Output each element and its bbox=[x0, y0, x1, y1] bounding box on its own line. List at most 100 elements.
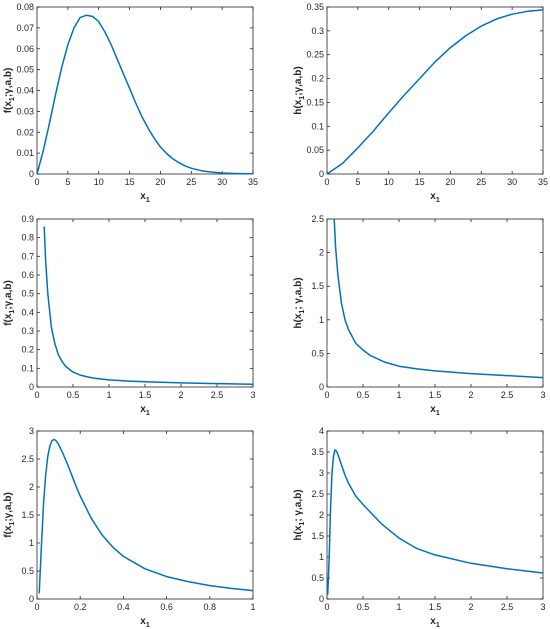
y-tick-label: 0 bbox=[29, 169, 34, 179]
y-tick-label: 0.5 bbox=[21, 289, 34, 299]
y-axis-label: h(x1;γ,a,b) bbox=[293, 66, 306, 114]
x-tick-label: 2 bbox=[468, 390, 473, 400]
x-tick-label: 0.5 bbox=[357, 390, 370, 400]
x-tick-label: 30 bbox=[217, 177, 227, 187]
x-axis-label-subscript: 1 bbox=[146, 197, 150, 204]
y-tick-label: 0.2 bbox=[21, 345, 34, 355]
x-tick-label: 0.5 bbox=[357, 602, 370, 612]
y-tick-label: 0.7 bbox=[21, 251, 34, 261]
y-tick-label: 2.5 bbox=[311, 489, 324, 499]
series-line-1 bbox=[326, 449, 544, 595]
x-tick-label: 5 bbox=[65, 177, 70, 187]
x-axis-label-main: x bbox=[430, 616, 436, 627]
y-tick-label: 0.07 bbox=[16, 23, 34, 33]
x-tick-label: 20 bbox=[155, 177, 165, 187]
x-tick-label: 3 bbox=[250, 390, 255, 400]
y-axis-label-main: h(x bbox=[293, 525, 304, 540]
y-axis-label-subscript: 1 bbox=[299, 310, 306, 314]
y-tick-label: 0.25 bbox=[306, 50, 324, 60]
x-tick-label: 10 bbox=[384, 177, 394, 187]
x-tick-label: 0 bbox=[34, 390, 39, 400]
x-axis-label: x1 bbox=[430, 616, 440, 629]
y-tick-label: 0.1 bbox=[311, 121, 324, 131]
y-tick-label: 0.04 bbox=[16, 86, 34, 96]
y-axis-label-main: f(x bbox=[3, 101, 14, 114]
y-tick-label: 0.9 bbox=[21, 214, 34, 224]
x-tick-label: 1 bbox=[396, 602, 401, 612]
y-tick-label: 1 bbox=[29, 538, 34, 548]
y-tick-label: 0.5 bbox=[311, 573, 324, 583]
x-tick-label: 35 bbox=[248, 177, 258, 187]
x-tick-label: 35 bbox=[538, 177, 548, 187]
plot-area bbox=[36, 6, 254, 175]
series-line-1 bbox=[333, 218, 544, 379]
y-tick-label: 0 bbox=[319, 169, 324, 179]
y-tick-label: 0.4 bbox=[21, 307, 34, 317]
y-tick-label: 1 bbox=[319, 552, 324, 562]
x-axis-label-main: x bbox=[140, 404, 146, 415]
y-tick-label: 3 bbox=[29, 426, 34, 436]
x-axis-label: x1 bbox=[140, 616, 150, 629]
x-axis-label-main: x bbox=[430, 191, 436, 202]
x-tick-label: 3 bbox=[540, 390, 545, 400]
y-tick-label: 0.03 bbox=[16, 106, 34, 116]
x-axis-label: x1 bbox=[140, 191, 150, 204]
y-tick-label: 2.5 bbox=[21, 454, 34, 464]
subplot-2: 0 5 10 15 20 25 30 35 0 0.05 0.1 0.15 0.2 0.25 0.3 0.35… bbox=[293, 2, 548, 204]
y-tick-label: 0.15 bbox=[306, 97, 324, 107]
y-tick-label: 0.6 bbox=[21, 270, 34, 280]
x-axis-label: x1 bbox=[430, 404, 440, 417]
y-tick-label: 0 bbox=[319, 594, 324, 604]
subplot-1: 0 5 10 15 20 25 30 35 0 0.01 0.02 0.03 0.04 0.05 0.06 0… bbox=[3, 2, 258, 204]
x-axis-label-main: x bbox=[140, 191, 146, 202]
x-tick-label: 0 bbox=[324, 390, 329, 400]
y-tick-label: 0.08 bbox=[16, 2, 34, 12]
y-tick-label: 2 bbox=[29, 482, 34, 492]
y-axis-label-subscript: 1 bbox=[299, 96, 306, 100]
y-axis-label-main: h(x bbox=[293, 99, 304, 114]
plot-area bbox=[36, 430, 254, 600]
y-tick-label: 0.01 bbox=[16, 148, 34, 158]
y-tick-label: 0.5 bbox=[311, 348, 324, 358]
y-tick-label: 3 bbox=[319, 468, 324, 478]
x-tick-label: 1 bbox=[106, 390, 111, 400]
y-tick-label: 1.5 bbox=[311, 531, 324, 541]
y-axis-label: f(x1;γ,a,b) bbox=[3, 280, 16, 326]
x-axis-label: x1 bbox=[140, 404, 150, 417]
y-tick-label: 0 bbox=[319, 382, 324, 392]
y-tick-label: 1 bbox=[319, 315, 324, 325]
x-tick-label: 15 bbox=[415, 177, 425, 187]
y-axis-label-main: h(x bbox=[293, 313, 304, 328]
y-tick-label: 4 bbox=[319, 426, 324, 436]
x-tick-label: 0 bbox=[34, 177, 39, 187]
x-tick-label: 1 bbox=[250, 602, 255, 612]
x-tick-label: 20 bbox=[445, 177, 455, 187]
y-axis-label-tail: ;γ,a,b) bbox=[293, 66, 304, 95]
y-axis-label-main: f(x bbox=[3, 525, 14, 538]
y-axis-label-main: f(x bbox=[3, 313, 14, 326]
x-tick-label: 2 bbox=[178, 390, 183, 400]
x-tick-label: 2.5 bbox=[501, 602, 514, 612]
x-tick-label: 2.5 bbox=[501, 390, 514, 400]
y-axis-label-tail: ;γ,a,b) bbox=[3, 492, 14, 521]
x-tick-label: 0 bbox=[324, 177, 329, 187]
y-tick-label: 0.06 bbox=[16, 44, 34, 54]
y-axis-label-tail: ;γ,a,b) bbox=[3, 68, 14, 97]
x-tick-label: 0 bbox=[34, 602, 39, 612]
plot-area bbox=[36, 218, 254, 388]
x-tick-label: 1.5 bbox=[139, 390, 152, 400]
y-tick-label: 0.1 bbox=[21, 363, 34, 373]
y-tick-label: 0.35 bbox=[306, 2, 324, 12]
x-tick-label: 25 bbox=[186, 177, 196, 187]
subplot-3: 0 0.5 1 1.5 2 2.5 3 0 0.1 0.2 0.3 0.4 0.5 0.6 0.7 0.8 0.… bbox=[3, 214, 256, 417]
y-tick-label: 0.3 bbox=[311, 26, 324, 36]
x-tick-label: 10 bbox=[94, 177, 104, 187]
y-tick-label: 1.5 bbox=[311, 281, 324, 291]
x-tick-label: 5 bbox=[355, 177, 360, 187]
y-tick-label: 0.5 bbox=[21, 566, 34, 576]
x-axis-label-subscript: 1 bbox=[436, 410, 440, 417]
